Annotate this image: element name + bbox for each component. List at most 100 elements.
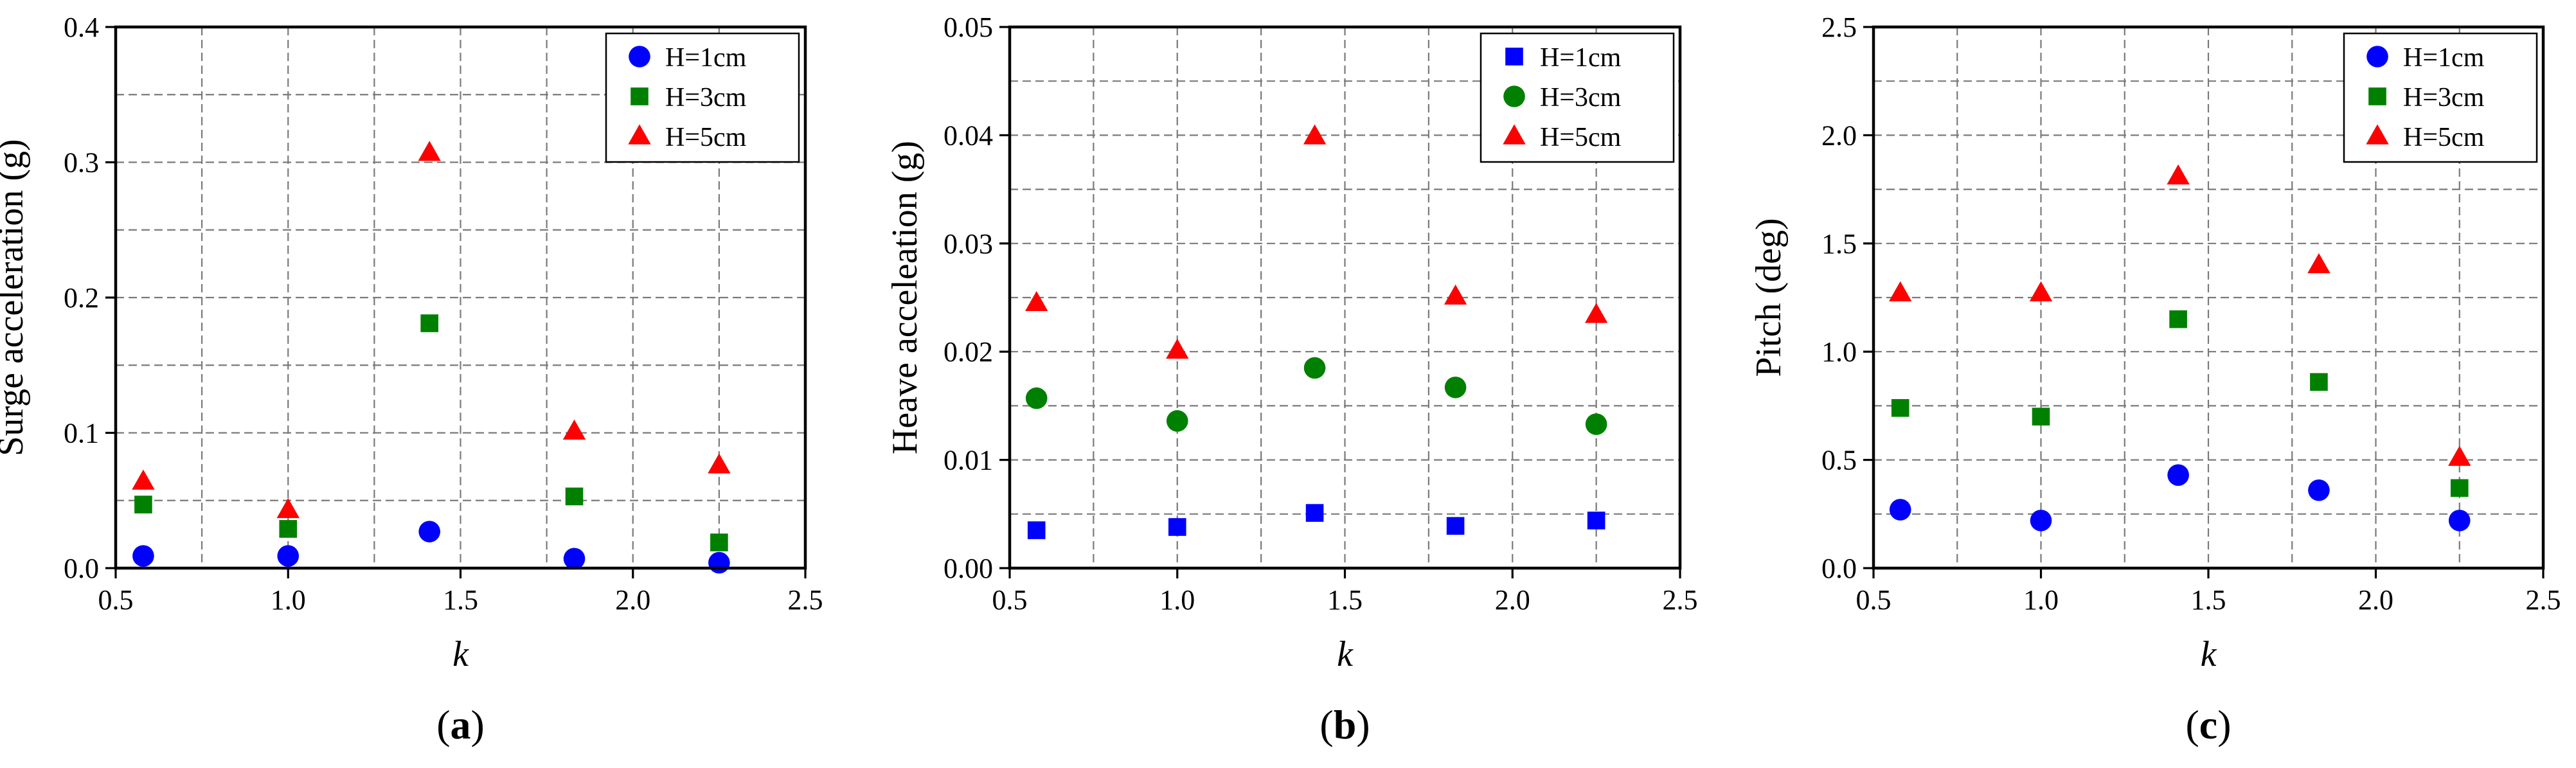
legend-marker-h-3cm <box>1503 85 1525 107</box>
legend-marker-h-5cm <box>2366 124 2389 145</box>
panel-caption: (b) <box>1319 702 1370 747</box>
legend-label-h-1cm: H=1cm <box>1540 43 1622 73</box>
y-tick-label: 2.5 <box>1821 12 1857 43</box>
data-point-h-3cm <box>279 520 298 538</box>
ticks: 0.5 1.0 1.5 2.0 2.50.00.51.01.52.02.5 <box>1821 12 2561 616</box>
ticks: 0.5 1.0 1.5 2.0 2.5 0.0 0.1 0.2 0.3 0.4 <box>64 12 823 616</box>
data-point-h-5cm <box>2029 281 2053 301</box>
data-point-h-5cm <box>1303 124 1327 145</box>
y-tick-label: 0.0 <box>1821 553 1857 584</box>
y-tick-label: 0.5 <box>1821 445 1857 476</box>
x-tick-label: 0.5 <box>1856 584 1892 616</box>
legend-marker-h-3cm <box>2368 87 2386 105</box>
data-point-h-5cm <box>708 453 731 474</box>
x-tick-label: 0.5 <box>98 584 134 616</box>
legend: H=1cm H=3cm H=5cm <box>605 32 800 163</box>
data-points <box>1025 124 1608 539</box>
legend-marker-h-1cm <box>2366 46 2388 67</box>
legend-label-h-1cm: H=1cm <box>2403 43 2485 73</box>
x-axis-label: k <box>1337 634 1354 674</box>
y-axis-label: Pitch (deg) <box>1749 218 1789 377</box>
series-h-5cm <box>1025 124 1608 359</box>
ticks: 0.5 1.0 1.5 2.0 2.5 0.00 0.01 0.02 0.03 0.04 0.05 <box>944 12 1698 616</box>
data-point-h-5cm <box>418 141 441 161</box>
y-tick-label: 0.04 <box>944 120 993 151</box>
y-axis-label: Surge acceleration (g) <box>0 139 31 456</box>
data-point-h-3cm <box>1303 357 1326 379</box>
series-h-3cm <box>134 314 728 551</box>
series-h-1cm <box>1889 464 2471 531</box>
data-point-h-3cm <box>1025 387 1048 409</box>
data-point-h-3cm <box>1585 413 1607 435</box>
series-h-3cm <box>1025 357 1607 435</box>
y-tick-label: 1.0 <box>1821 336 1857 368</box>
legend: H=1cm H=3cm H=5cm <box>1480 32 1675 163</box>
y-axis-label: Heave acceleation (g) <box>885 141 925 454</box>
data-point-h-3cm <box>1891 398 1910 417</box>
data-point-h-5cm <box>1584 303 1608 323</box>
data-point-h-1cm <box>1027 521 1046 539</box>
legend-label-h-5cm: H=5cm <box>665 123 747 152</box>
y-tick-label: 0.3 <box>64 147 99 179</box>
y-tick-label: 0.03 <box>944 228 993 260</box>
data-point-h-5cm <box>2167 164 2190 184</box>
data-point-h-3cm <box>565 487 584 506</box>
data-point-h-3cm <box>2450 479 2469 497</box>
data-point-h-5cm <box>2307 253 2330 274</box>
y-tick-label: 0.0 <box>64 553 99 584</box>
data-point-h-1cm <box>418 521 441 542</box>
legend-label-h-5cm: H=5cm <box>1540 123 1622 152</box>
data-point-h-3cm <box>2169 310 2187 328</box>
y-tick-label: 0.1 <box>64 418 99 449</box>
y-tick-label: 0.00 <box>944 553 993 584</box>
data-point-h-3cm <box>134 496 152 513</box>
y-tick-label: 0.4 <box>64 12 99 43</box>
data-point-h-1cm <box>1889 499 1911 521</box>
data-points <box>1888 164 2471 531</box>
data-point-h-1cm <box>2448 510 2471 531</box>
data-point-h-3cm <box>1166 410 1188 432</box>
legend: H=1cm H=3cm H=5cm <box>2343 32 2538 163</box>
data-point-h-5cm <box>2448 445 2471 466</box>
series-h-1cm <box>132 521 730 574</box>
panel-c: 0.5 1.0 1.5 2.0 2.50.00.51.01.52.02.5H=1cmH=… <box>1749 12 2561 747</box>
x-axis-label: k <box>2201 634 2217 674</box>
x-tick-label: 2.5 <box>788 584 823 616</box>
data-point-h-1cm <box>708 551 730 574</box>
x-tick-label: 1.0 <box>2023 584 2059 616</box>
legend-label-h-3cm: H=3cm <box>665 83 747 112</box>
x-tick-label: 2.5 <box>2526 584 2561 616</box>
series-h-3cm <box>1891 310 2469 497</box>
x-tick-label: 1.5 <box>1327 584 1363 616</box>
data-point-h-5cm <box>276 497 300 519</box>
data-point-h-1cm <box>2167 464 2189 486</box>
y-tick-label: 0.01 <box>944 445 993 476</box>
x-tick-label: 2.0 <box>2358 584 2393 616</box>
panel-caption: (c) <box>2185 702 2231 747</box>
y-tick-label: 2.0 <box>1821 120 1857 151</box>
plot-frame <box>1872 25 2545 570</box>
data-point-h-5cm <box>1166 338 1189 359</box>
legend-marker-h-1cm <box>629 46 650 67</box>
y-tick-label: 0.05 <box>944 12 993 43</box>
data-point-h-1cm <box>1587 512 1606 530</box>
data-point-h-3cm <box>1444 376 1467 398</box>
grid <box>1010 27 1680 568</box>
data-point-h-1cm <box>277 545 300 567</box>
data-point-h-3cm <box>2032 407 2050 426</box>
data-point-h-1cm <box>2308 479 2330 501</box>
data-points <box>132 141 731 574</box>
data-point-h-5cm <box>1888 281 1912 301</box>
y-tick-label: 0.2 <box>64 282 99 314</box>
legend-label-h-5cm: H=5cm <box>2403 123 2485 152</box>
series-h-1cm <box>1027 504 1606 539</box>
x-tick-label: 2.0 <box>1495 584 1530 616</box>
x-tick-label: 2.0 <box>615 584 650 616</box>
data-point-h-5cm <box>1444 284 1467 305</box>
y-tick-label: 1.5 <box>1821 228 1857 260</box>
data-point-h-5cm <box>132 469 155 490</box>
data-point-h-5cm <box>562 419 586 440</box>
x-tick-label: 2.5 <box>1663 584 1698 616</box>
